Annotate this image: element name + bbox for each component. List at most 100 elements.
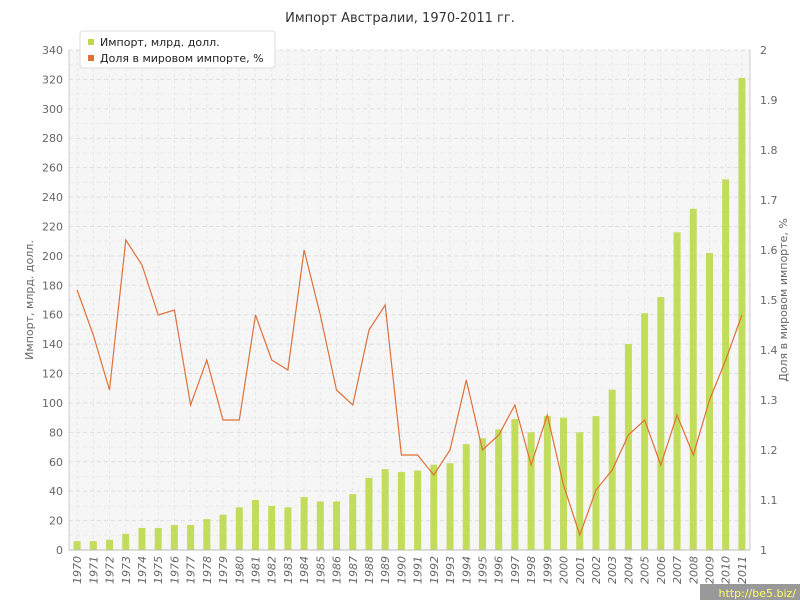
bar (154, 527, 162, 550)
bar (203, 519, 211, 550)
bar (624, 344, 632, 550)
bar (527, 432, 535, 550)
x-tick-label: 2010 (720, 556, 733, 584)
y-axis-title: Импорт, млрд. долл. (23, 240, 36, 360)
bar (365, 477, 373, 550)
bar (592, 416, 600, 550)
x-tick-label: 1990 (395, 556, 408, 584)
y2-tick-label: 1.2 (760, 444, 778, 457)
x-tick-label: 1971 (87, 556, 100, 584)
y-tick-label: 220 (42, 220, 63, 233)
y2-tick-label: 1.3 (760, 394, 778, 407)
x-tick-label: 1994 (460, 556, 473, 584)
x-tick-label: 2003 (606, 556, 619, 584)
x-tick-label: 1980 (233, 556, 246, 584)
x-tick-label: 2007 (671, 556, 684, 584)
x-tick-label: 1977 (185, 556, 198, 584)
x-tick-label: 1993 (444, 556, 457, 584)
bar (397, 472, 405, 550)
y2-tick-label: 1.8 (760, 144, 778, 157)
y-tick-label: 60 (49, 456, 63, 469)
y2-tick-label: 1 (760, 544, 767, 557)
x-tick-label: 1998 (525, 556, 538, 584)
bar (333, 501, 341, 550)
bar (462, 444, 470, 550)
bar (316, 501, 324, 550)
y-tick-label: 80 (49, 426, 63, 439)
x-tick-label: 1970 (71, 556, 84, 584)
bar (187, 525, 195, 550)
bar (689, 208, 697, 550)
x-tick-label: 1985 (314, 556, 327, 584)
legend-label-import: Импорт, млрд. долл. (100, 36, 220, 49)
x-tick-label: 1983 (282, 556, 295, 584)
bar (446, 463, 454, 550)
watermark-text: http://be5.biz/ (719, 587, 797, 600)
x-tick-label: 1975 (152, 556, 165, 584)
axes (68, 50, 751, 551)
legend-swatch-share (88, 55, 94, 61)
left-axis-ticks: 0 20 40 60 80 100 120 140 160 180 200 220 240 260 280 3… (42, 44, 63, 557)
bar (106, 539, 114, 550)
bar (170, 525, 178, 550)
bar (738, 77, 746, 551)
y-tick-label: 180 (42, 279, 63, 292)
y-tick-label: 140 (42, 338, 63, 351)
line-series (76, 238, 743, 537)
bar (73, 541, 81, 550)
y-tick-label: 300 (42, 103, 63, 116)
y2-tick-label: 1.1 (760, 494, 778, 507)
bar (478, 438, 486, 550)
x-tick-label: 2002 (590, 556, 603, 584)
y2-tick-label: 1.7 (760, 194, 778, 207)
y-tick-label: 40 (49, 485, 63, 498)
bar (576, 432, 584, 550)
x-tick-label: 1978 (201, 556, 214, 584)
x-tick-label: 1982 (266, 556, 279, 584)
y2-tick-label: 2 (760, 44, 767, 57)
y-tick-label: 240 (42, 191, 63, 204)
legend: Импорт, млрд. долл. Доля в мировом импор… (79, 30, 276, 69)
bar (511, 419, 519, 550)
x-tick-label: 1992 (428, 556, 441, 584)
x-tick-label: 2000 (558, 556, 571, 584)
y-tick-label: 260 (42, 162, 63, 175)
x-tick-label: 1979 (217, 556, 230, 584)
bar (495, 429, 503, 550)
watermark: http://be5.biz/ (700, 584, 800, 600)
y-tick-label: 280 (42, 132, 63, 145)
y2-tick-label: 1.6 (760, 244, 778, 257)
bar (641, 313, 649, 550)
x-tick-label: 1986 (331, 556, 344, 584)
bar (430, 464, 438, 550)
bar (543, 416, 551, 550)
y2-tick-label: 1.5 (760, 294, 778, 307)
x-tick-label: 1984 (298, 556, 311, 584)
y-tick-label: 120 (42, 368, 63, 381)
x-tick-label: 1999 (541, 556, 554, 584)
y2-tick-label: 1.4 (760, 344, 778, 357)
bar (349, 494, 357, 550)
y-tick-label: 320 (42, 73, 63, 86)
x-tick-label: 1973 (120, 556, 133, 584)
bar (122, 533, 130, 550)
y2-axis-title: Доля в мировом импорте, % (777, 218, 790, 382)
x-axis-ticks: 1970 1971 1972 1973 1974 1975 1976 1977 1978 1979… (71, 556, 749, 584)
x-tick-label: 1981 (249, 556, 262, 584)
x-tick-label: 1996 (493, 556, 506, 584)
legend-label-share: Доля в мировом импорте, % (100, 52, 264, 65)
x-tick-label: 2006 (655, 556, 668, 584)
bar (251, 500, 259, 550)
x-tick-label: 1995 (476, 556, 489, 584)
x-tick-label: 1988 (363, 556, 376, 584)
y-tick-label: 100 (42, 397, 63, 410)
chart-title: Импорт Австралии, 1970-2011 гг. (285, 11, 515, 26)
x-tick-label: 2001 (574, 556, 587, 584)
series-line (76, 238, 743, 537)
y-tick-label: 340 (42, 44, 63, 57)
legend-box (79, 30, 276, 69)
y2-tick-label: 1.9 (760, 94, 778, 107)
bar (381, 469, 389, 550)
bar (722, 179, 730, 551)
